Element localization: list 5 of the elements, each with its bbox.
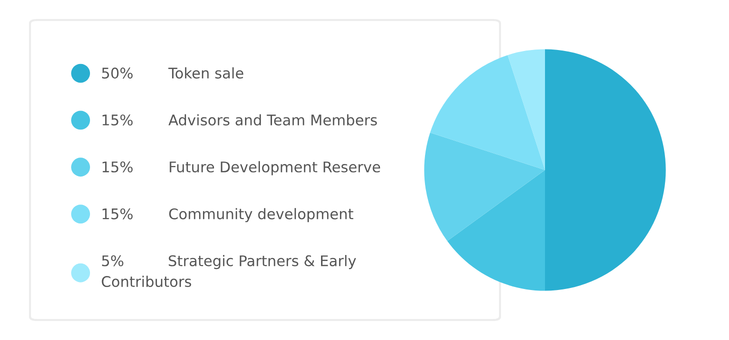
legend-label: 15% Advisors and Team Members [102,114,377,126]
legend-label: 50% Token sale [102,67,244,79]
legend-label: 15% Community development [102,208,354,222]
legend-label: 5% Strategic Partners & Early Contributors [102,254,356,288]
legend-label: 15% Future Development Reserve [102,161,380,176]
